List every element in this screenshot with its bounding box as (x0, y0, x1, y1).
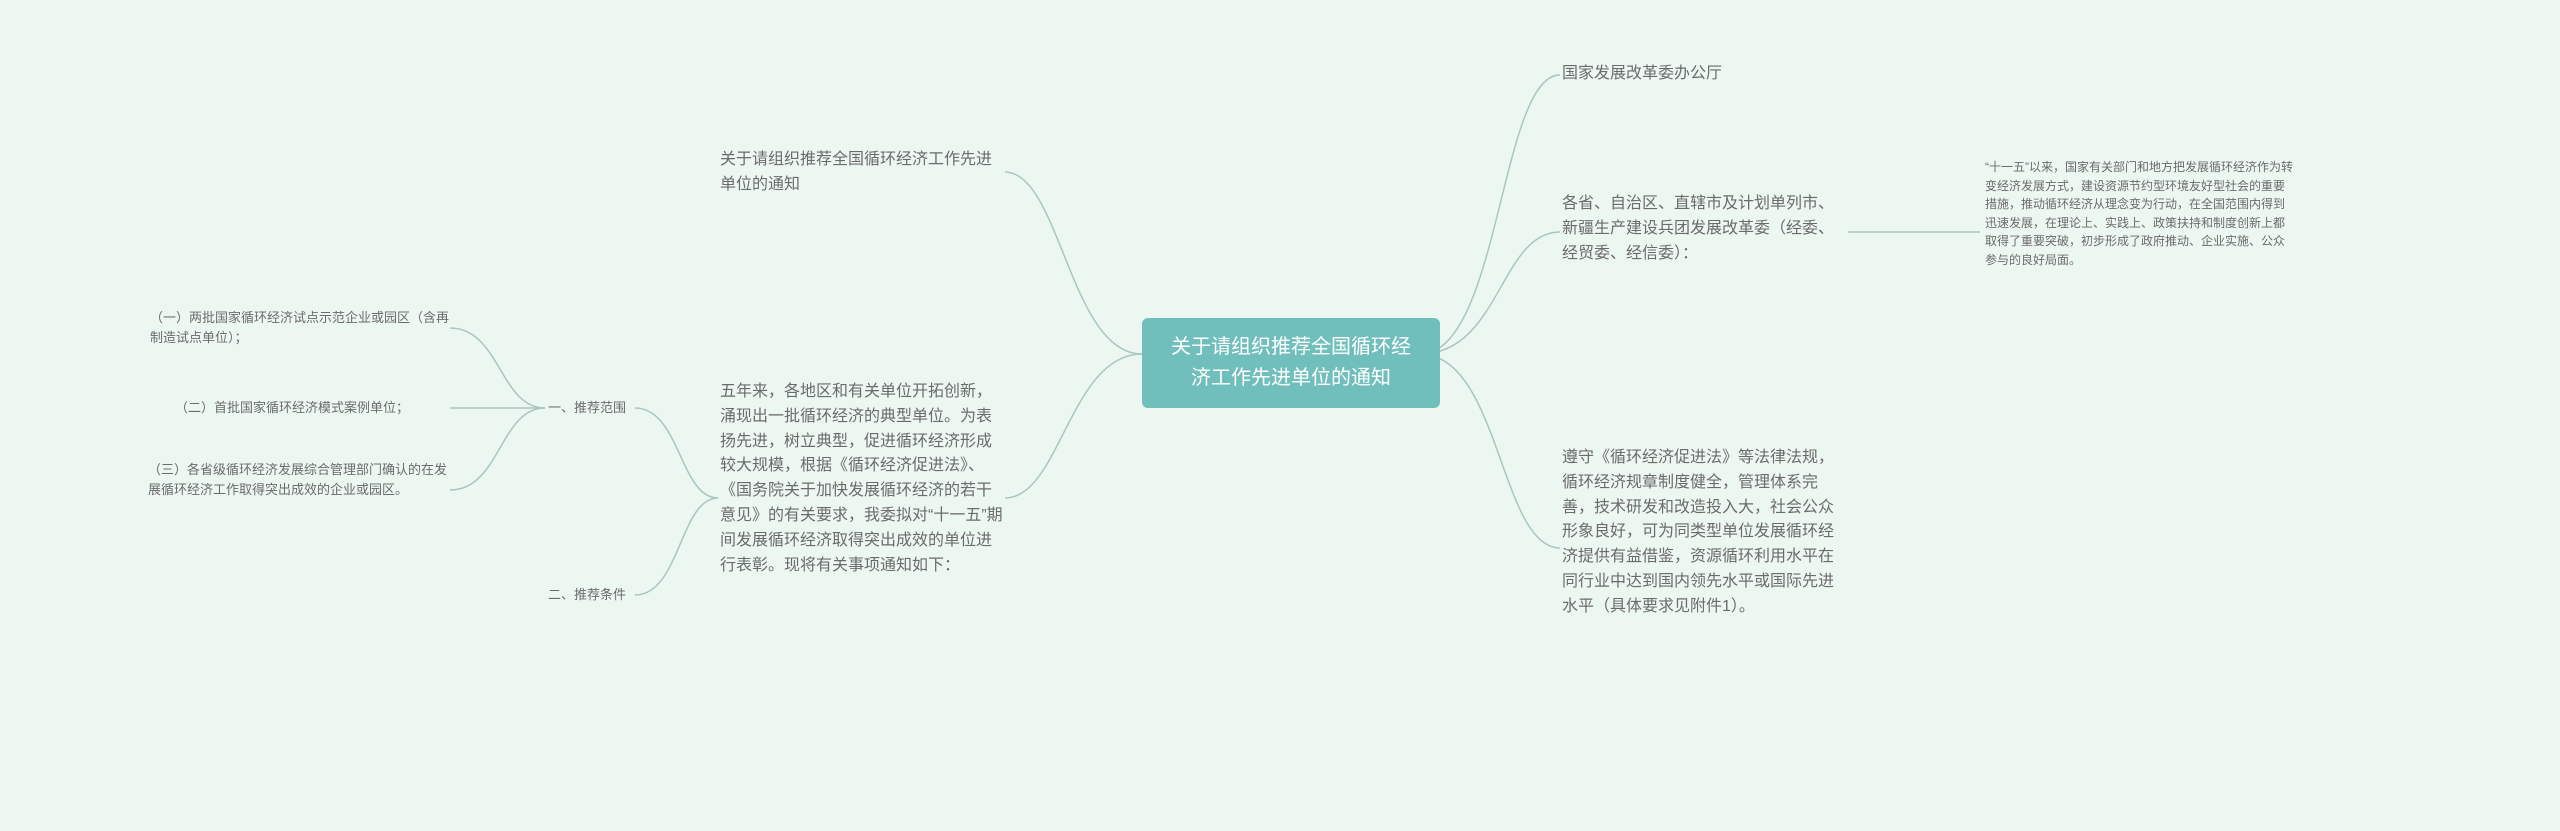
right-R1-text: 国家发展改革委办公厅 (1562, 65, 1722, 82)
root-node: 关于请组织推荐全国循环经济工作先进单位的通知 (1142, 318, 1440, 408)
left-node-conditions: 二、推荐条件 (548, 585, 638, 605)
right-node-provinces: 各省、自治区、直辖市及计划单列市、新疆生产建设兵团发展改革委（经委、经贸委、经信… (1562, 192, 1842, 266)
right-node-office: 国家发展改革委办公厅 (1562, 62, 1842, 87)
right-R3-text: 遵守《循环经济促进法》等法律法规，循环经济规章制度健全，管理体系完善，技术研发和… (1562, 449, 1834, 615)
left-node-scope: 一、推荐范围 (548, 398, 638, 418)
left-L2b-text: 二、推荐条件 (548, 587, 626, 602)
left-L2a3-text: （三）各省级循环经济发展综合管理部门确认的在发展循环经济工作取得突出成效的企业或… (148, 462, 447, 497)
root-text: 关于请组织推荐全国循环经济工作先进单位的通知 (1171, 336, 1411, 389)
left-L2a1-text: （一）两批国家循环经济试点示范企业或园区（含再制造试点单位）； (150, 310, 449, 345)
left-node-scope-item-2: （二）首批国家循环经济模式案例单位； (175, 398, 475, 418)
left-node-five-years: 五年来，各地区和有关单位开拓创新，涌现出一批循环经济的典型单位。为表扬先进，树立… (720, 380, 1005, 578)
right-node-eleventh-five-year: “十一五”以来，国家有关部门和地方把发展循环经济作为转变经济发展方式，建设资源节… (1985, 158, 2295, 270)
right-node-compliance: 遵守《循环经济促进法》等法律法规，循环经济规章制度健全，管理体系完善，技术研发和… (1562, 446, 1847, 620)
left-L2a-text: 一、推荐范围 (548, 400, 626, 415)
left-node-notice-title: 关于请组织推荐全国循环经济工作先进单位的通知 (720, 148, 1000, 198)
right-R2-text: 各省、自治区、直辖市及计划单列市、新疆生产建设兵团发展改革委（经委、经贸委、经信… (1562, 195, 1834, 262)
left-L2-text: 五年来，各地区和有关单位开拓创新，涌现出一批循环经济的典型单位。为表扬先进，树立… (720, 383, 1003, 574)
left-node-scope-item-1: （一）两批国家循环经济试点示范企业或园区（含再制造试点单位）； (150, 308, 450, 348)
left-L1-text: 关于请组织推荐全国循环经济工作先进单位的通知 (720, 151, 992, 193)
left-node-scope-item-3: （三）各省级循环经济发展综合管理部门确认的在发展循环经济工作取得突出成效的企业或… (148, 460, 453, 500)
right-R2a-text: “十一五”以来，国家有关部门和地方把发展循环经济作为转变经济发展方式，建设资源节… (1985, 160, 2293, 267)
left-L2a2-text: （二）首批国家循环经济模式案例单位； (175, 400, 409, 415)
